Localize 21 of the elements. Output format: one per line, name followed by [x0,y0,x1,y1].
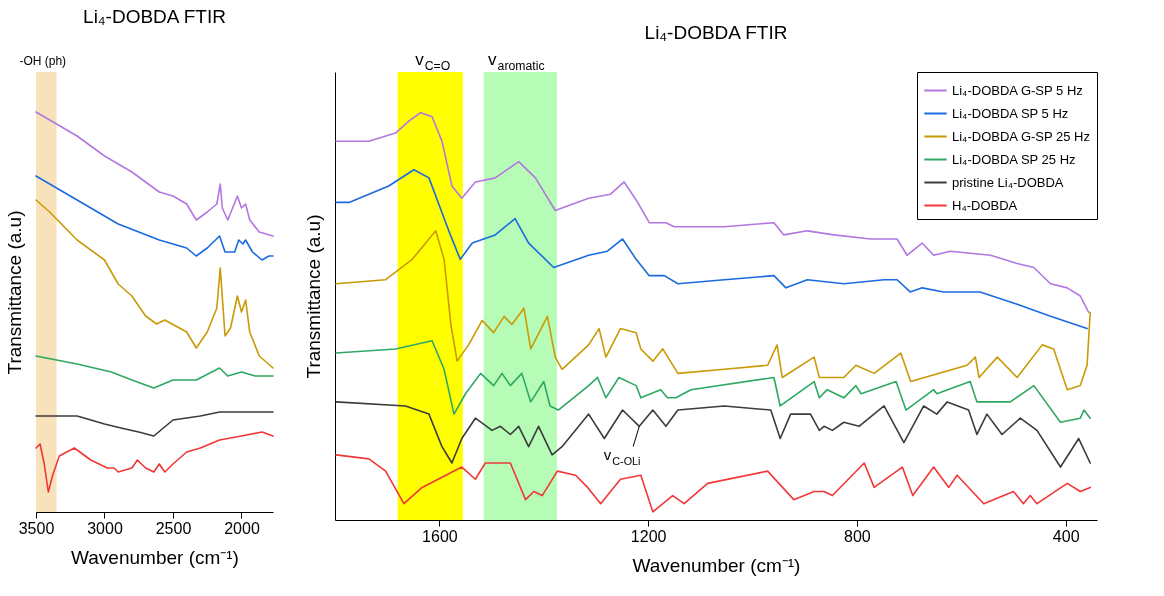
legend-label: H₄-DOBDA [952,197,1018,213]
x-tick-label: 1200 [630,527,667,545]
legend-label: Li₄-DOBDA SP 5 Hz [952,105,1069,121]
x-tick-label: 800 [844,527,871,545]
legend-label: pristine Li₄-DOBDA [952,174,1064,190]
band-label: -OH (ph) [19,54,67,68]
x-tick-label: 1600 [422,527,458,545]
x-tick-label: 2000 [224,519,260,537]
y-axis-title: Transmittance (a.u) [3,210,25,375]
legend-label: Li₄-DOBDA G-SP 5 Hz [952,82,1083,98]
x-axis-title: Wavenumber (cm⁻¹) [632,554,801,576]
chart-title: Li₄-DOBDA FTIR [83,6,226,27]
legend-label: Li₄-DOBDA SP 25 Hz [952,151,1076,167]
x-tick-label: 3500 [18,519,55,537]
y-axis-title: Transmittance (a.u) [302,214,324,379]
legend-label: Li₄-DOBDA G-SP 25 Hz [952,128,1090,144]
x-axis-title: Wavenumber (cm⁻¹) [71,546,239,568]
x-tick-label: 2500 [155,519,192,537]
x-tick-label: 400 [1052,527,1080,545]
chart-title: Li₄-DOBDA FTIR [644,22,788,43]
x-tick-label: 3000 [87,519,123,537]
